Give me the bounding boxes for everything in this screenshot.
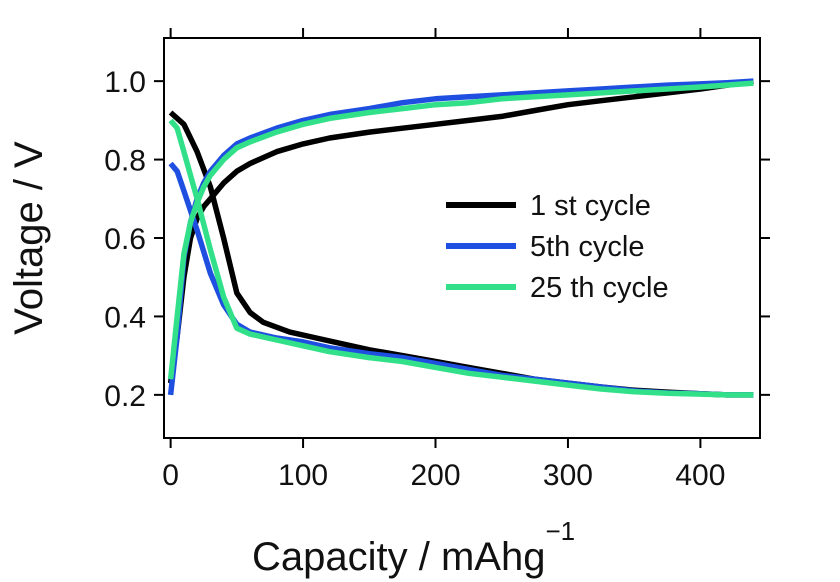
x-axis-title-text: Capacity / mAhg — [252, 535, 545, 579]
x-tick-label-0: 0 — [162, 459, 179, 492]
x-tick-label-300: 300 — [543, 459, 593, 492]
y-tick-label-3: 0.8 — [104, 145, 146, 178]
y-tick-label-2: 0.6 — [104, 223, 146, 256]
x-axis-title-superscript: −1 — [545, 516, 575, 546]
series-1-line-2 — [167, 78, 754, 384]
x-tick-label-400: 400 — [675, 459, 725, 492]
x-tick-label-200: 200 — [410, 459, 460, 492]
x-tick-label-100: 100 — [278, 459, 328, 492]
series-layer — [167, 78, 754, 398]
y-tick-label-1: 0.4 — [104, 301, 146, 334]
legend: 1 st cycle 5th cycle 25 th cycle — [446, 190, 669, 304]
y-axis-title: Voltage / V — [7, 141, 51, 335]
legend-label-3: 25 th cycle — [530, 272, 669, 304]
legend-label-1: 1 st cycle — [530, 190, 651, 222]
legend-label-2: 5th cycle — [530, 231, 644, 263]
y-tick-label-0: 0.2 — [104, 380, 146, 413]
ticks-layer: 0 100 200 300 400 0.2 0.4 0.6 0.8 1.0 — [104, 28, 770, 492]
y-tick-label-4: 1.0 — [104, 66, 146, 99]
x-axis-title: Capacity / mAhg−1 — [252, 516, 575, 579]
series-3-line-1 — [168, 118, 754, 398]
series-3-line-2 — [167, 80, 754, 380]
